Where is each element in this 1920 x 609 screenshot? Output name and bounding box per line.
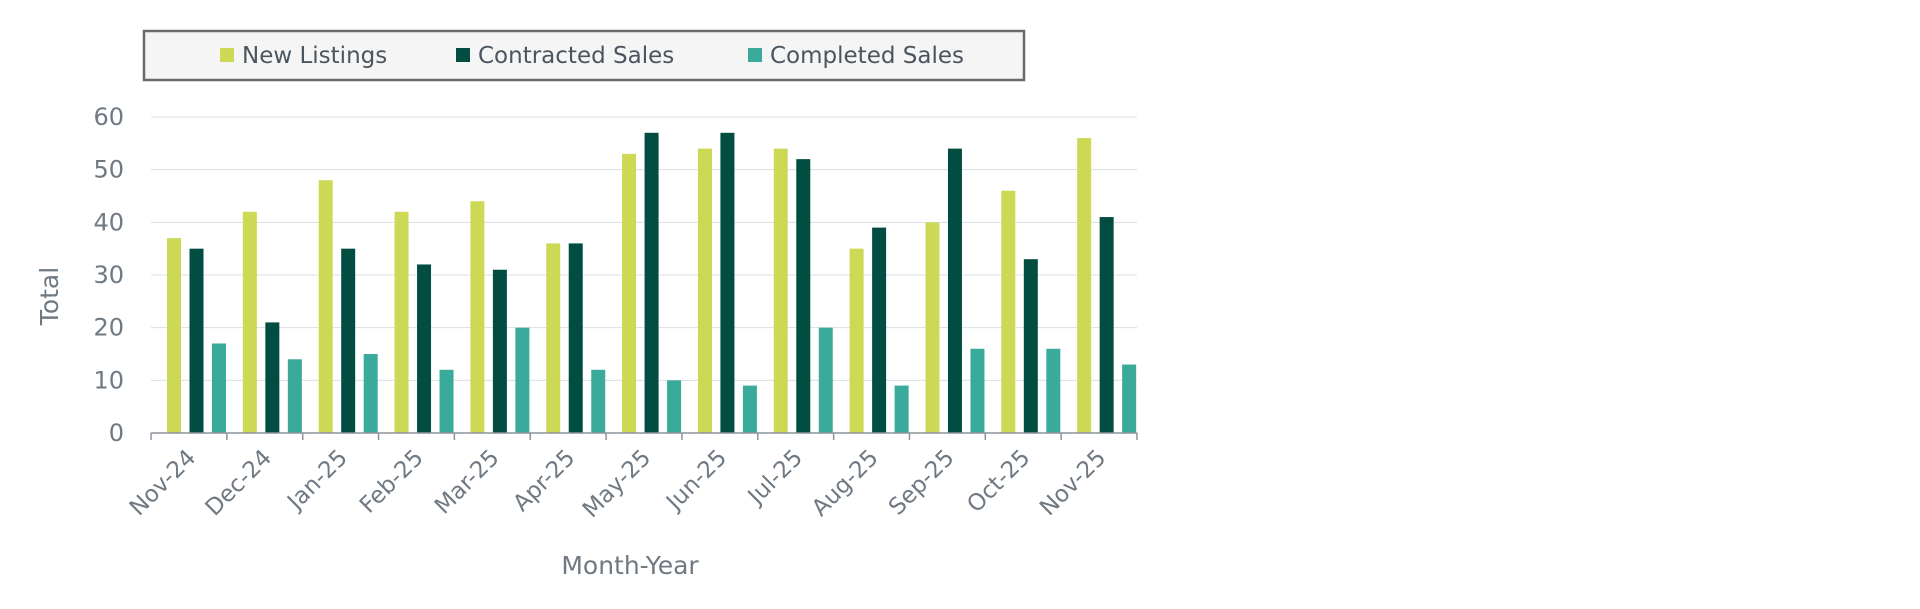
- x-tick-label: Mar-25: [430, 445, 505, 520]
- bar-contracted-sales: [872, 227, 887, 433]
- bar-new-listings: [622, 153, 637, 433]
- y-tick-label: 60: [93, 103, 124, 131]
- bar-completed-sales: [667, 380, 682, 433]
- axes: Nov-24 Dec-24 Jan-25 Feb-25 Mar-25 Apr-25May-…: [125, 432, 1138, 523]
- y-tick-label: 40: [93, 208, 124, 236]
- bar-new-listings: [773, 148, 788, 433]
- legend-label: New Listings: [242, 43, 387, 69]
- bar-new-listings: [1077, 138, 1092, 434]
- legend-swatch: [456, 48, 470, 62]
- bar-new-listings: [925, 222, 940, 433]
- legend-label: Contracted Sales: [478, 43, 674, 69]
- legend-box: [142, 29, 1026, 82]
- x-tick-label: Apr-25: [508, 445, 580, 517]
- bar-contracted-sales: [796, 159, 811, 433]
- bar-contracted-sales: [720, 132, 735, 434]
- bar-new-listings: [394, 211, 409, 433]
- x-axis-label: Month-Year: [561, 551, 699, 580]
- bar-new-listings: [470, 201, 485, 433]
- y-tick-label: 10: [93, 366, 124, 394]
- bar-contracted-sales: [1099, 217, 1114, 433]
- x-tick-label: Oct-25: [962, 445, 1035, 518]
- bar-new-listings: [318, 180, 333, 433]
- bar-new-listings: [167, 238, 181, 433]
- bar-contracted-sales: [189, 248, 204, 433]
- bar-new-listings: [849, 248, 864, 433]
- bar-completed-sales: [1122, 364, 1137, 433]
- y-tick-label: 0: [109, 419, 124, 447]
- bar-completed-sales: [742, 385, 757, 433]
- bar-completed-sales: [1046, 348, 1061, 433]
- bar-completed-sales: [970, 348, 985, 433]
- y-axis-label: Total: [35, 267, 64, 326]
- x-tick-label: Feb-25: [355, 445, 429, 519]
- bar-contracted-sales: [644, 132, 659, 434]
- bar-completed-sales: [515, 327, 530, 433]
- y-tick-label: 50: [93, 156, 124, 184]
- bar-new-listings: [697, 148, 712, 433]
- x-tick-label: Jan-25: [281, 445, 352, 516]
- bar-completed-sales: [591, 369, 606, 433]
- bar-contracted-sales: [265, 322, 280, 433]
- legend-label: Completed Sales: [770, 43, 964, 69]
- bar-contracted-sales: [1023, 259, 1038, 433]
- bars: [167, 132, 1137, 434]
- x-tick-label: Dec-24: [201, 445, 277, 521]
- bar-new-listings: [546, 243, 561, 433]
- x-tick-label: Nov-25: [1035, 445, 1111, 521]
- bar-contracted-sales: [947, 148, 962, 433]
- x-tick-label: Aug-25: [807, 445, 884, 522]
- bar-contracted-sales: [492, 269, 507, 433]
- bar-completed-sales: [287, 359, 302, 433]
- legend-swatch: [220, 48, 234, 62]
- bar-completed-sales: [894, 385, 909, 433]
- y-tick-label: 30: [93, 261, 124, 289]
- legend-swatch: [748, 48, 762, 62]
- bar-completed-sales: [363, 354, 378, 433]
- bar-completed-sales: [212, 343, 226, 433]
- bar-completed-sales: [439, 369, 454, 433]
- x-tick-label: May-25: [578, 445, 656, 523]
- bar-contracted-sales: [568, 243, 583, 433]
- legend: New Listings Contracted Sales Completed Sa…: [142, 29, 1026, 82]
- bar-new-listings: [242, 211, 257, 433]
- grid-lines: 0 10 20 30 40 50 60: [93, 103, 1137, 447]
- x-tick-label: Sep-25: [884, 445, 960, 521]
- bar-contracted-sales: [341, 248, 356, 433]
- bar-new-listings: [1001, 190, 1016, 433]
- bar-completed-sales: [818, 327, 833, 433]
- bar-contracted-sales: [417, 264, 432, 433]
- x-tick-label: Jul-25: [742, 445, 808, 511]
- x-tick-label: Nov-24: [125, 445, 201, 521]
- x-tick-label: Jun-25: [660, 445, 732, 517]
- y-tick-label: 20: [93, 314, 124, 342]
